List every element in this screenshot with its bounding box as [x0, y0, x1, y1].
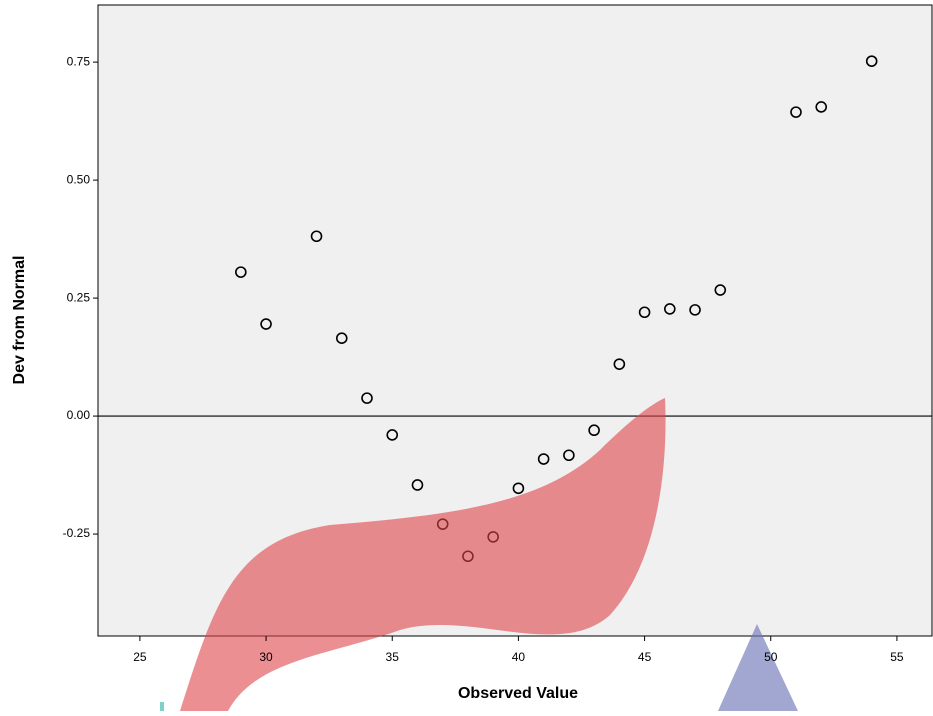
- x-tick-label: 55: [890, 650, 904, 664]
- x-tick-label: 30: [259, 650, 273, 664]
- y-tick-label: 0.25: [67, 290, 91, 304]
- y-tick-label: 0.00: [67, 408, 91, 422]
- decorative-overlay: [718, 624, 798, 711]
- x-tick-label: 45: [638, 650, 652, 664]
- x-tick-label: 50: [764, 650, 778, 664]
- y-tick-label: -0.25: [63, 526, 91, 540]
- x-tick-label: 35: [386, 650, 400, 664]
- page: Observed Value Dev from Normal 0.75 0.50 0…: [0, 0, 933, 711]
- y-axis-title: Dev from Normal: [11, 256, 28, 385]
- y-tick-label: 0.75: [67, 54, 91, 68]
- x-tick-label: 25: [133, 650, 147, 664]
- x-tick-label: 40: [512, 650, 526, 664]
- chart: Observed Value Dev from Normal 0.75 0.50 0…: [0, 0, 933, 711]
- decorative-overlay: [160, 702, 164, 711]
- x-axis-title: Observed Value: [458, 685, 578, 702]
- y-tick-label: 0.50: [67, 172, 91, 186]
